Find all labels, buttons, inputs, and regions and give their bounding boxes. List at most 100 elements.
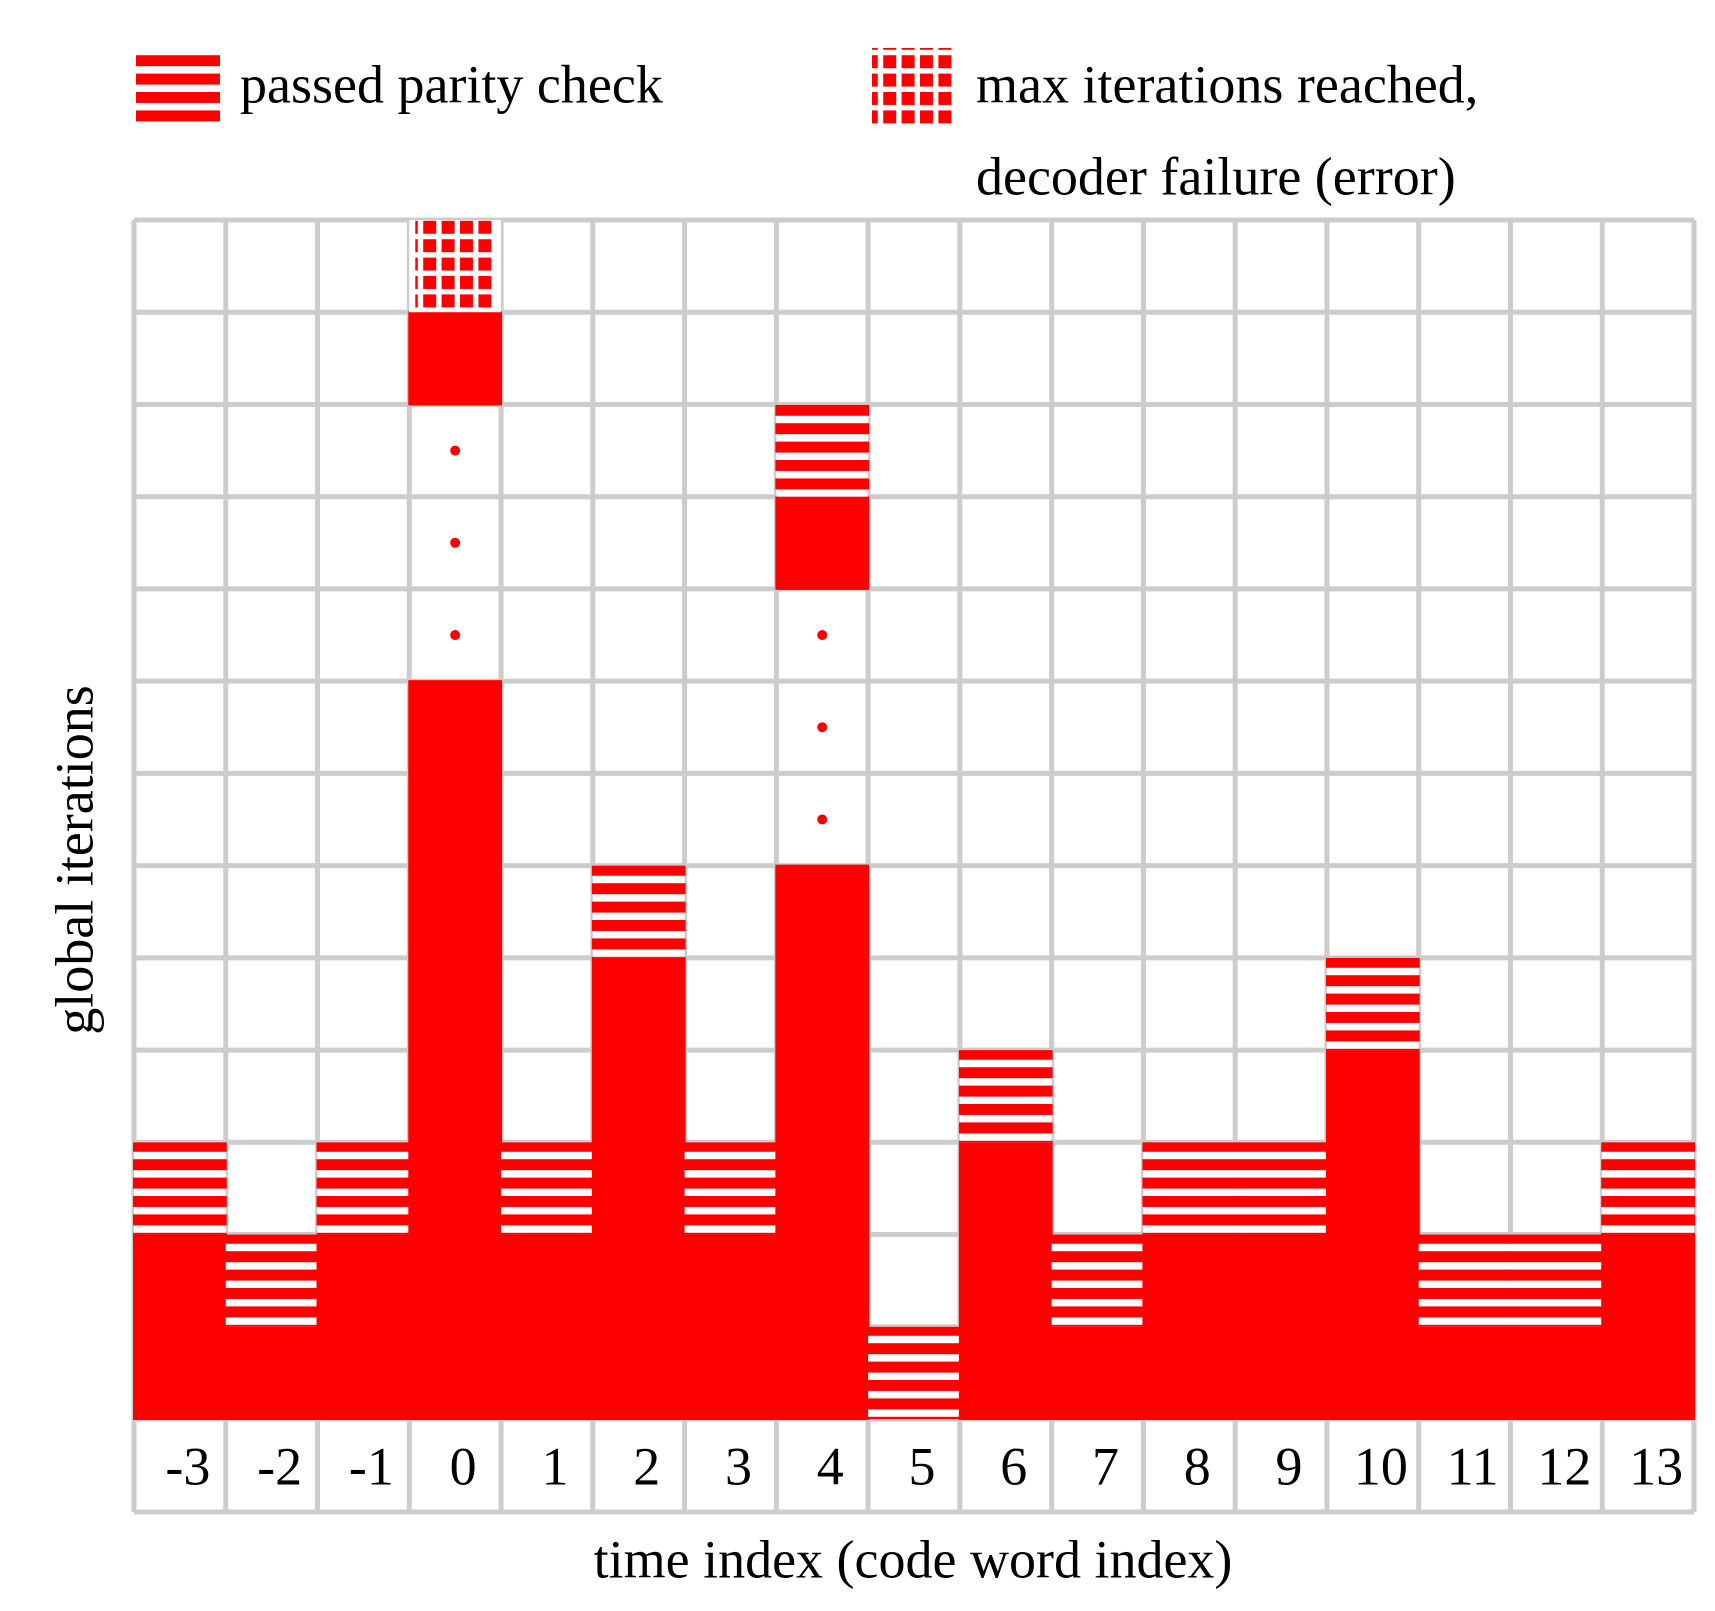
solid-cell [1325, 1141, 1420, 1236]
passed-cell [958, 1050, 1053, 1143]
solid-cell [1142, 1325, 1237, 1420]
gap-dot [817, 814, 828, 825]
passed-cell [867, 1326, 961, 1419]
column [1234, 1142, 1328, 1420]
passed-cell [1417, 1234, 1512, 1327]
solid-cell [683, 1325, 778, 1420]
x-tick-label: 7 [1092, 1436, 1119, 1496]
solid-cell [1050, 1325, 1145, 1420]
solid-cell [224, 1325, 319, 1420]
x-tick-label: 6 [1000, 1436, 1027, 1496]
columns: -3 -2 -1 0 1 2 3 4 5 6 7 8 9 10 11 12 13 [133, 220, 1695, 1496]
legend-swatch-failure [872, 48, 956, 128]
column [500, 1142, 594, 1420]
gap-dot [817, 630, 828, 641]
solid-cell [1509, 1325, 1604, 1420]
solid-cell [1601, 1233, 1695, 1328]
x-axis-label: time index (code word index) [594, 1529, 1233, 1589]
solid-cell [316, 1325, 411, 1420]
passed-cell [1509, 1234, 1604, 1327]
legend-passed: passed parity check [240, 54, 663, 114]
gap-dot [450, 630, 461, 641]
x-tick-label: 10 [1354, 1436, 1408, 1496]
solid-cell [408, 956, 503, 1052]
solid-cell [775, 864, 870, 959]
passed-cell [1325, 957, 1420, 1051]
gap-dot [450, 537, 461, 548]
solid-cell [408, 1233, 503, 1328]
gap-dot [450, 445, 461, 456]
solid-cell [1234, 1233, 1328, 1328]
x-tick-label: 4 [817, 1436, 844, 1496]
column [316, 1142, 411, 1420]
column [1050, 1234, 1145, 1420]
legend-failure: max iterations reached, [976, 54, 1478, 114]
solid-cell [775, 1049, 870, 1144]
solid-cell [775, 956, 870, 1052]
solid-cell [316, 1233, 411, 1328]
gap-dot [817, 722, 828, 733]
column [1417, 1234, 1512, 1420]
solid-cell [683, 1233, 778, 1328]
y-axis-label: global iterations [44, 685, 104, 1034]
column [1142, 1142, 1237, 1420]
x-tick-label: 3 [725, 1436, 752, 1496]
x-tick-label: 13 [1629, 1436, 1683, 1496]
solid-cell [591, 1325, 686, 1420]
passed-cell [316, 1142, 411, 1235]
passed-cell [1142, 1142, 1237, 1235]
failure-cell [415, 220, 496, 313]
x-tick-label: 5 [909, 1436, 936, 1496]
column [133, 1142, 227, 1420]
column [867, 1326, 961, 1419]
solid-cell [500, 1233, 594, 1328]
solid-cell [775, 495, 870, 590]
passed-cell [133, 1142, 227, 1235]
solid-cell [408, 311, 503, 406]
solid-cell [1325, 1325, 1420, 1420]
column [775, 404, 870, 1420]
x-tick-label: -2 [257, 1436, 302, 1496]
solid-cell [1325, 1233, 1420, 1328]
solid-cell [1234, 1325, 1328, 1420]
passed-cell [1234, 1142, 1328, 1235]
column [224, 1234, 319, 1420]
column [1509, 1234, 1604, 1420]
solid-cell [775, 1233, 870, 1328]
x-tick-label: 1 [541, 1436, 568, 1496]
x-tick-label: -1 [349, 1436, 394, 1496]
passed-cell [775, 404, 870, 497]
column [408, 220, 503, 1420]
solid-cell [775, 1325, 870, 1420]
legend-swatch-passed [136, 52, 220, 127]
x-tick-label: 11 [1447, 1436, 1499, 1496]
solid-cell [591, 956, 686, 1052]
column [683, 1142, 778, 1420]
solid-cell [133, 1233, 227, 1328]
column [1601, 1142, 1695, 1420]
passed-cell [1601, 1142, 1695, 1235]
passed-cell [683, 1142, 778, 1235]
solid-cell [408, 1325, 503, 1420]
column [1325, 957, 1420, 1420]
solid-cell [133, 1325, 227, 1420]
column [958, 1050, 1053, 1420]
solid-cell [591, 1141, 686, 1236]
column [591, 865, 686, 1420]
x-tick-label: 2 [633, 1436, 660, 1496]
passed-cell [591, 865, 686, 958]
passed-cell [1050, 1234, 1145, 1327]
solid-cell [1142, 1233, 1237, 1328]
solid-cell [958, 1141, 1053, 1236]
solid-cell [1601, 1325, 1695, 1420]
solid-cell [408, 772, 503, 867]
x-tick-label: 9 [1276, 1436, 1303, 1496]
solid-cell [408, 864, 503, 959]
solid-cell [408, 1049, 503, 1144]
solid-cell [958, 1233, 1053, 1328]
x-tick-label: 8 [1184, 1436, 1211, 1496]
solid-cell [591, 1049, 686, 1144]
solid-cell [500, 1325, 594, 1420]
solid-cell [408, 1141, 503, 1236]
